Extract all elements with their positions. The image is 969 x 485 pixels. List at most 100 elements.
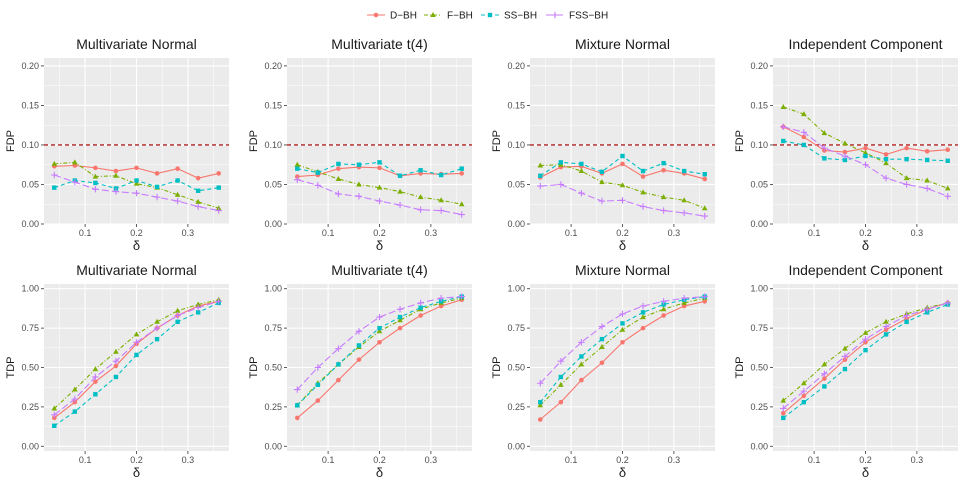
data-point-d-bh: [418, 313, 423, 318]
data-point-f-bh: [335, 175, 342, 181]
series-fss-bh: [537, 293, 708, 387]
x-tick-label: 0.1: [808, 455, 821, 465]
data-point-ss-bh: [863, 347, 868, 353]
series-line-fss-bh: [53, 300, 219, 416]
data-point-fss-bh: [619, 197, 626, 204]
data-point-ss-bh: [356, 343, 362, 348]
panel-6: 0.00 0.25 0.50 0.75 1.00 0.1 0.2 0.3 Multivariat…: [248, 262, 472, 480]
x-tick-label: 0.1: [322, 228, 335, 238]
data-point-d-bh: [377, 339, 382, 345]
data-point-f-bh: [701, 205, 708, 211]
data-point-ss-bh: [579, 354, 584, 359]
y-tick-label: 0.50: [750, 363, 768, 373]
panel-2: 0.00 0.05 0.10 0.15 0.20 0.1 0.2 0.3 Multivariat…: [248, 36, 472, 253]
data-point-fss-bh: [882, 323, 890, 330]
legend-entry-d-bh: D−BH: [367, 11, 417, 22]
data-point-fss-bh: [639, 203, 647, 210]
data-point-ss-bh: [640, 168, 646, 174]
chart-panels: 0.00 0.05 0.10 0.15 0.20 0.1 0.2 0.3 Multivariat…: [5, 36, 958, 480]
y-tick-label: 1.00: [264, 284, 282, 294]
y-tick-label: 0.10: [507, 140, 525, 150]
data-point-ss-bh: [134, 352, 139, 358]
data-point-f-bh: [174, 307, 181, 313]
data-point-ss-bh: [216, 185, 221, 190]
data-point-ss-bh: [661, 160, 666, 166]
data-point-fss-bh: [294, 176, 301, 183]
legend-label-fss-bh: FSS−BH: [569, 11, 608, 22]
data-point-fss-bh: [112, 188, 120, 195]
legend-marker-d-bh: [373, 12, 379, 18]
data-point-f-bh: [821, 130, 828, 136]
y-tick-label: 0.15: [264, 100, 282, 110]
data-point-ss-bh: [538, 399, 543, 405]
panel-title: Mixture Normal: [575, 36, 670, 52]
y-tick-label: 0.00: [750, 441, 768, 451]
data-point-d-bh: [863, 145, 868, 151]
x-tick-label: 0.1: [565, 228, 578, 238]
data-point-fss-bh: [800, 129, 808, 136]
data-point-f-bh: [174, 191, 181, 197]
data-point-fss-bh: [417, 299, 424, 307]
data-point-ss-bh: [418, 305, 423, 310]
data-point-f-bh: [438, 197, 444, 203]
data-point-f-bh: [92, 366, 99, 372]
data-point-f-bh: [924, 177, 930, 183]
data-point-f-bh: [376, 184, 383, 190]
y-tick-label: 0.10: [750, 140, 768, 150]
x-tick-label: 0.1: [808, 228, 821, 238]
data-point-fss-bh: [821, 370, 828, 378]
y-tick-label: 0.00: [507, 441, 525, 451]
y-tick-label: 0.25: [507, 402, 525, 412]
data-point-f-bh: [599, 344, 605, 350]
data-point-d-bh: [681, 303, 687, 309]
data-point-d-bh: [780, 410, 786, 416]
data-point-f-bh: [578, 168, 585, 174]
data-point-ss-bh: [356, 162, 362, 167]
y-tick-label: 0.00: [21, 219, 39, 229]
data-point-d-bh: [904, 145, 909, 151]
data-point-fss-bh: [780, 123, 787, 130]
data-point-f-bh: [842, 345, 848, 351]
y-tick-label: 0.25: [264, 402, 282, 412]
y-tick-label: 0.05: [264, 179, 282, 189]
data-point-ss-bh: [377, 325, 382, 331]
x-tick-label: 0.3: [911, 455, 924, 465]
y-axis-label: FDP: [734, 130, 746, 152]
series-f-bh: [537, 161, 708, 211]
data-point-d-bh: [702, 299, 708, 304]
y-tick-label: 1.00: [507, 284, 525, 294]
data-point-f-bh: [660, 306, 667, 312]
data-point-f-bh: [537, 402, 544, 408]
data-point-d-bh: [438, 303, 444, 309]
data-point-f-bh: [558, 381, 564, 387]
data-point-ss-bh: [195, 310, 201, 315]
data-point-fss-bh: [619, 310, 626, 318]
data-point-d-bh: [113, 168, 119, 174]
data-point-d-bh: [72, 163, 78, 168]
data-point-fss-bh: [437, 207, 445, 214]
y-tick-label: 0.00: [21, 441, 39, 451]
data-point-ss-bh: [640, 310, 646, 315]
data-point-fss-bh: [92, 373, 99, 381]
data-point-f-bh: [883, 318, 889, 324]
series-line-fss-bh: [782, 302, 948, 409]
y-tick-label: 0.05: [507, 179, 525, 189]
data-point-d-bh: [537, 417, 543, 422]
series-ss-bh: [295, 160, 464, 178]
data-point-ss-bh: [599, 336, 605, 342]
data-point-ss-bh: [904, 156, 909, 162]
data-point-fss-bh: [537, 380, 544, 387]
data-point-f-bh: [51, 405, 58, 411]
series-line-f-bh: [782, 302, 948, 402]
data-point-f-bh: [51, 160, 58, 166]
data-point-ss-bh: [113, 374, 119, 380]
series-line-f-bh: [54, 161, 219, 209]
data-point-fss-bh: [841, 152, 849, 160]
y-tick-label: 0.75: [21, 323, 39, 333]
data-point-ss-bh: [842, 157, 848, 163]
y-tick-label: 0.20: [750, 61, 768, 71]
data-point-ss-bh: [801, 142, 807, 148]
series-fss-bh: [780, 123, 951, 200]
data-point-ss-bh: [52, 423, 57, 428]
